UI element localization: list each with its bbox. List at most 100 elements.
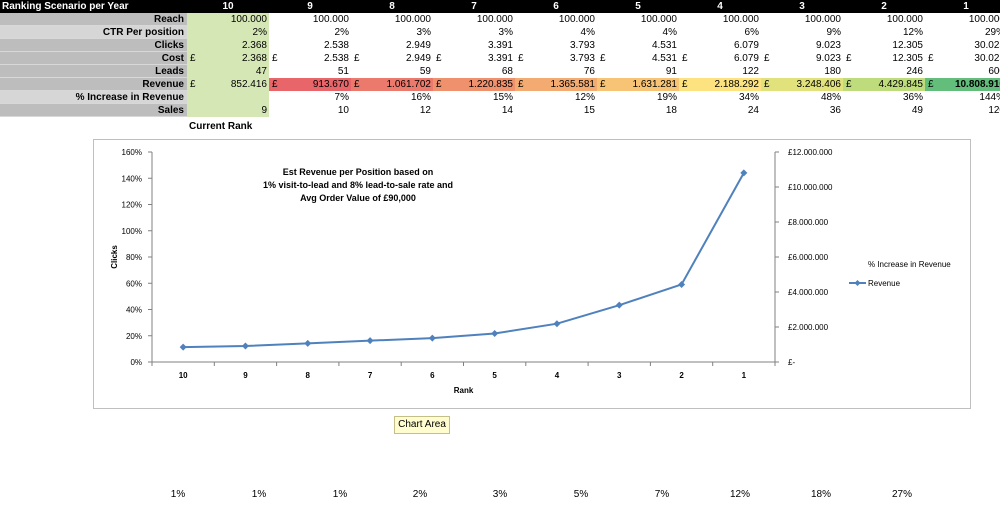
table-cell[interactable]: 100.000 — [269, 13, 351, 26]
rank-header[interactable]: 1 — [963, 1, 969, 12]
table-cell[interactable]: £2.949 — [351, 52, 433, 65]
table-cell[interactable]: £10.808.910 — [925, 78, 1000, 91]
table-cell[interactable]: 2% — [187, 26, 269, 39]
table-cell[interactable]: 36 — [761, 104, 843, 117]
table-cell[interactable]: 2.949 — [351, 39, 433, 52]
bottom-percent-cell[interactable]: 3% — [492, 489, 508, 500]
bottom-percent-cell[interactable]: 5% — [573, 489, 589, 500]
table-cell[interactable]: £852.416 — [187, 78, 269, 91]
table-cell[interactable]: 100.000 — [925, 13, 1000, 26]
table-cell[interactable]: £2.368 — [187, 52, 269, 65]
table-cell[interactable]: 10 — [269, 104, 351, 117]
table-cell[interactable]: 6.079 — [679, 39, 761, 52]
row-label[interactable]: % Increase in Revenue — [0, 91, 187, 104]
table-cell[interactable]: 29% — [925, 26, 1000, 39]
table-cell[interactable]: 100.000 — [515, 13, 597, 26]
table-cell[interactable]: 144% — [925, 91, 1000, 104]
table-cell[interactable]: £3.793 — [515, 52, 597, 65]
bottom-percent-cell[interactable]: 2% — [412, 489, 428, 500]
table-cell[interactable]: 2.368 — [187, 39, 269, 52]
bottom-percent-cell[interactable]: 7% — [654, 489, 670, 500]
chart-area[interactable]: 0% 20% 40% 60% 80% 100% 120% 140% 160% £- £2.000.0… — [93, 139, 971, 409]
table-cell[interactable]: 4% — [597, 26, 679, 39]
table-cell[interactable]: 246 — [843, 65, 925, 78]
table-cell[interactable]: £4.531 — [597, 52, 679, 65]
table-cell[interactable]: 100.000 — [597, 13, 679, 26]
table-cell[interactable]: 36% — [843, 91, 925, 104]
rank-header[interactable]: 4 — [717, 1, 723, 12]
rank-header[interactable]: 5 — [635, 1, 641, 12]
table-cell[interactable]: 12 — [351, 104, 433, 117]
table-cell[interactable]: 100.000 — [843, 13, 925, 26]
rank-header[interactable]: 8 — [389, 1, 395, 12]
table-cell[interactable]: 2% — [269, 26, 351, 39]
bottom-percent-cell[interactable]: 27% — [891, 489, 912, 500]
table-cell[interactable]: 100.000 — [433, 13, 515, 26]
table-cell[interactable]: £2.188.292 — [679, 78, 761, 91]
rank-header[interactable]: 10 — [222, 1, 234, 12]
table-cell[interactable]: 59 — [351, 65, 433, 78]
bottom-percent-cell[interactable]: 1% — [332, 489, 348, 500]
table-cell[interactable]: 68 — [433, 65, 515, 78]
table-cell[interactable]: £9.023 — [761, 52, 843, 65]
table-cell[interactable]: £1.631.281 — [597, 78, 679, 91]
rank-header[interactable]: 7 — [471, 1, 477, 12]
table-cell[interactable]: 100.000 — [679, 13, 761, 26]
table-cell[interactable]: 14 — [433, 104, 515, 117]
row-label[interactable]: Sales — [0, 104, 187, 117]
table-cell[interactable]: 9.023 — [761, 39, 843, 52]
row-label[interactable]: Clicks — [0, 39, 187, 52]
table-cell[interactable]: £4.429.845 — [843, 78, 925, 91]
table-cell[interactable]: 4% — [515, 26, 597, 39]
table-cell[interactable]: 49 — [843, 104, 925, 117]
bottom-percent-cell[interactable]: 12% — [729, 489, 750, 500]
table-cell[interactable]: 122 — [679, 65, 761, 78]
table-cell[interactable]: 91 — [597, 65, 679, 78]
table-cell[interactable]: 2.538 — [269, 39, 351, 52]
row-label[interactable]: Cost — [0, 52, 187, 65]
bottom-percent-cell[interactable]: 1% — [251, 489, 267, 500]
table-cell[interactable]: 120 — [925, 104, 1000, 117]
bottom-percent-cell[interactable]: 18% — [810, 489, 831, 500]
rank-header[interactable]: 3 — [799, 1, 805, 12]
table-cell[interactable]: £1.061.702 — [351, 78, 433, 91]
table-cell[interactable]: 12.305 — [843, 39, 925, 52]
table-cell[interactable]: 3.793 — [515, 39, 597, 52]
table-cell[interactable]: 34% — [679, 91, 761, 104]
table-cell[interactable]: £1.220.835 — [433, 78, 515, 91]
table-cell[interactable]: 100.000 — [351, 13, 433, 26]
row-label[interactable]: Reach — [0, 13, 187, 26]
table-cell[interactable]: 47 — [187, 65, 269, 78]
table-cell[interactable]: 3% — [351, 26, 433, 39]
table-cell[interactable]: 9 — [187, 104, 269, 117]
table-cell[interactable]: 15 — [515, 104, 597, 117]
table-cell[interactable]: £1.365.581 — [515, 78, 597, 91]
table-cell[interactable]: £30.025 — [925, 52, 1000, 65]
table-cell[interactable]: 100.000 — [187, 13, 269, 26]
table-cell[interactable]: 51 — [269, 65, 351, 78]
table-cell[interactable] — [187, 91, 269, 104]
table-cell[interactable]: 76 — [515, 65, 597, 78]
table-cell[interactable]: 180 — [761, 65, 843, 78]
table-cell[interactable]: £3.391 — [433, 52, 515, 65]
row-label[interactable]: Revenue — [0, 78, 187, 91]
table-cell[interactable]: 18 — [597, 104, 679, 117]
rank-header[interactable]: 6 — [553, 1, 559, 12]
table-cell[interactable]: 24 — [679, 104, 761, 117]
table-cell[interactable]: £913.670 — [269, 78, 351, 91]
table-cell[interactable]: £6.079 — [679, 52, 761, 65]
table-cell[interactable]: 12% — [515, 91, 597, 104]
table-cell[interactable]: 4.531 — [597, 39, 679, 52]
table-cell[interactable]: 9% — [761, 26, 843, 39]
table-cell[interactable]: 19% — [597, 91, 679, 104]
table-cell[interactable]: 6% — [679, 26, 761, 39]
table-cell[interactable]: 48% — [761, 91, 843, 104]
row-label[interactable]: CTR Per position — [0, 26, 187, 39]
table-cell[interactable]: 30.025 — [925, 39, 1000, 52]
table-cell[interactable]: 100.000 — [761, 13, 843, 26]
bottom-percent-cell[interactable]: 1% — [170, 489, 186, 500]
table-cell[interactable]: 12% — [843, 26, 925, 39]
table-cell[interactable]: 3% — [433, 26, 515, 39]
table-cell[interactable]: £2.538 — [269, 52, 351, 65]
table-cell[interactable]: 16% — [351, 91, 433, 104]
